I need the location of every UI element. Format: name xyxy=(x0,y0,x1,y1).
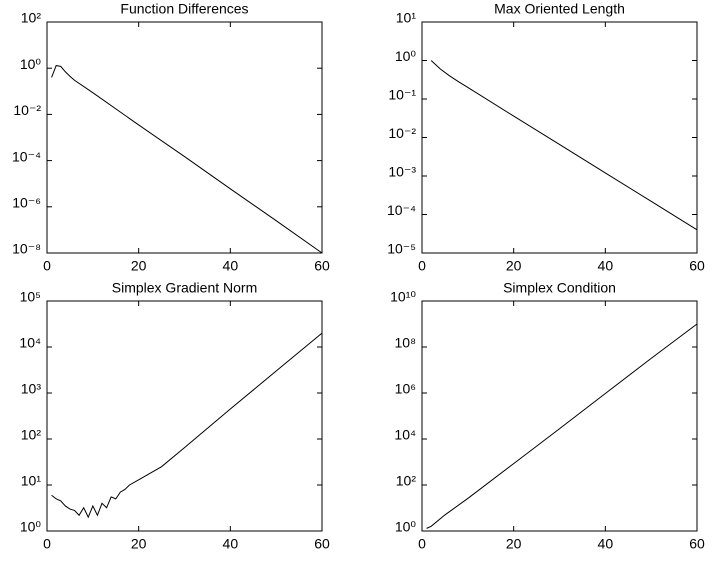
y-tick-label: 10⁻⁵ xyxy=(387,241,416,257)
y-tick-label: 10¹ xyxy=(21,473,42,489)
chart-title: Simplex Gradient Norm xyxy=(112,280,258,296)
y-tick-label: 10⁻² xyxy=(388,125,416,141)
x-tick-label: 40 xyxy=(223,258,239,274)
axes-frame xyxy=(46,300,323,532)
y-tick-label: 10⁴ xyxy=(394,427,416,443)
y-tick-label: 10⁻⁴ xyxy=(387,202,416,218)
data-line xyxy=(51,65,323,254)
x-tick-label: 0 xyxy=(418,536,426,552)
x-tick-label: 40 xyxy=(598,536,614,552)
y-tick-label: 10⁰ xyxy=(20,56,42,72)
y-tick-label: 10⁴ xyxy=(19,335,41,351)
x-tick-label: 0 xyxy=(43,258,51,274)
x-tick-label: 20 xyxy=(131,258,147,274)
y-tick-label: 10³ xyxy=(21,381,42,397)
chart-title: Function Differences xyxy=(120,1,248,17)
x-tick-label: 60 xyxy=(314,536,330,552)
axes-frame xyxy=(46,21,323,254)
y-tick-label: 10⁻³ xyxy=(388,164,416,180)
x-tick-label: 60 xyxy=(689,536,705,552)
chart-title: Max Oriented Length xyxy=(494,1,625,17)
y-tick-label: 10⁰ xyxy=(395,48,417,64)
x-tick-label: 20 xyxy=(506,258,522,274)
y-tick-label: 10⁻¹ xyxy=(388,87,416,103)
x-tick-label: 60 xyxy=(314,258,330,274)
data-line xyxy=(430,60,698,231)
y-tick-label: 10¹ xyxy=(396,10,417,26)
x-tick-label: 60 xyxy=(689,258,705,274)
y-tick-label: 10⁸ xyxy=(395,335,417,351)
x-tick-label: 20 xyxy=(131,536,147,552)
y-tick-label: 10⁶ xyxy=(395,381,416,397)
x-tick-label: 40 xyxy=(223,536,239,552)
x-tick-label: 0 xyxy=(418,258,426,274)
axes-frame xyxy=(421,21,698,254)
y-tick-label: 10² xyxy=(396,473,417,489)
x-tick-label: 40 xyxy=(598,258,614,274)
x-tick-label: 0 xyxy=(43,536,51,552)
y-tick-label: 10² xyxy=(21,10,42,26)
data-line xyxy=(51,332,323,519)
data-line xyxy=(426,323,698,529)
y-tick-label: 10² xyxy=(21,427,42,443)
y-tick-label: 10⁰ xyxy=(395,519,417,535)
y-tick-label: 10⁻⁸ xyxy=(12,241,41,257)
y-tick-label: 10⁻² xyxy=(13,102,41,118)
y-tick-label: 10⁻⁶ xyxy=(12,195,41,211)
y-tick-label: 10⁻⁴ xyxy=(12,148,41,164)
y-tick-label: 10⁰ xyxy=(20,519,42,535)
x-tick-label: 20 xyxy=(506,536,522,552)
y-tick-label: 10¹⁰ xyxy=(390,289,416,305)
axes-frame xyxy=(421,300,698,532)
y-tick-label: 10⁵ xyxy=(20,289,41,305)
chart-title: Simplex Condition xyxy=(503,280,616,296)
